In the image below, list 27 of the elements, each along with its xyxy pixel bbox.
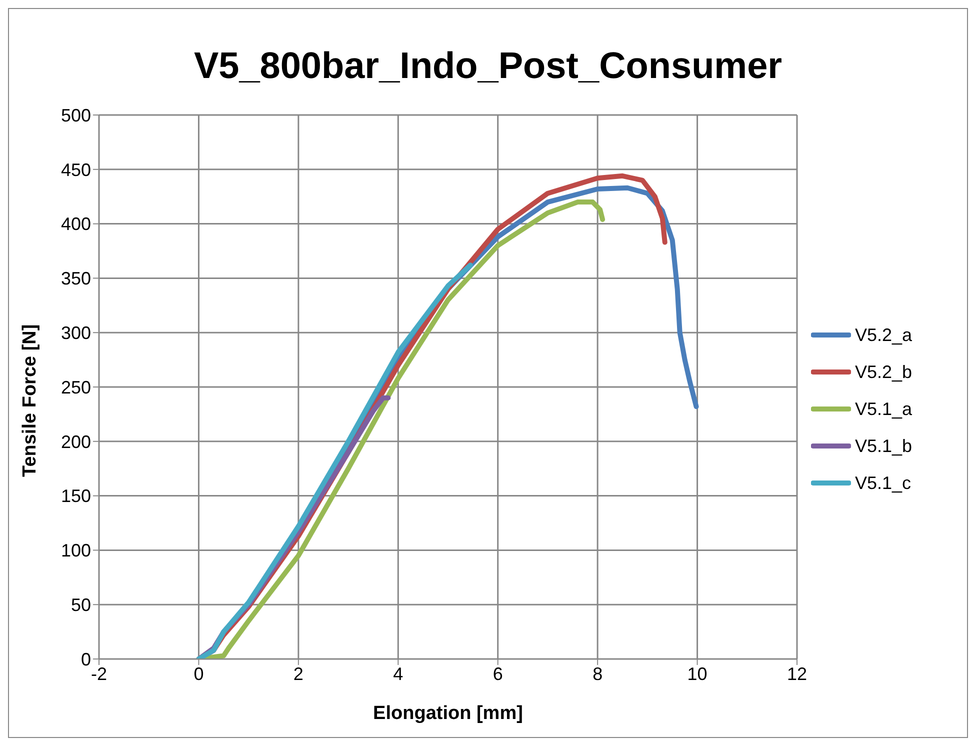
x-tick-label: 0 — [194, 664, 204, 684]
x-axis-title: Elongation [mm] — [373, 703, 523, 724]
legend-label: V5.1_c — [855, 472, 912, 494]
legend-label: V5.2_b — [855, 362, 912, 382]
chart-title: V5_800bar_Indo_Post_Consumer — [192, 44, 784, 86]
y-tick-label: 150 — [60, 486, 91, 506]
y-tick-label: 0 — [80, 649, 91, 670]
y-tick-label: 200 — [60, 432, 91, 452]
y-tick-label: 50 — [70, 594, 91, 615]
y-axis-title: Tensile Force [N] — [20, 324, 41, 477]
y-tick-label: 500 — [60, 105, 91, 126]
y-tick-label: 300 — [60, 322, 91, 343]
x-tick-label: 2 — [293, 664, 304, 684]
legend-label: V5.1_b — [855, 436, 912, 456]
x-tick-label: -2 — [90, 664, 108, 684]
y-tick-label: 400 — [60, 214, 91, 234]
legend-label: V5.2_a — [855, 324, 912, 346]
x-tick-label: 4 — [393, 664, 404, 684]
x-tick-label: 10 — [687, 664, 708, 684]
y-tick-label: 250 — [60, 377, 91, 398]
y-tick-label: 450 — [60, 160, 91, 180]
x-tick-label: 12 — [786, 664, 808, 684]
y-tick-label: 350 — [60, 268, 91, 289]
x-tick-label: 6 — [492, 664, 503, 684]
y-tick-label: 100 — [60, 540, 91, 561]
x-tick-label: 8 — [592, 664, 603, 684]
legend-label: V5.1_a — [855, 398, 912, 420]
